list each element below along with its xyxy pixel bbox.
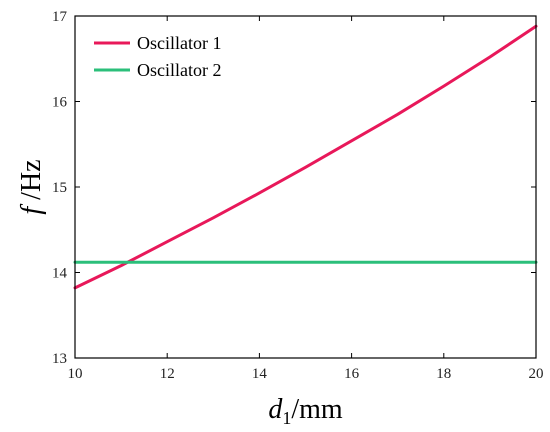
legend: Oscillator 1 Oscillator 2 bbox=[94, 33, 221, 80]
x-tick-label: 10 bbox=[68, 366, 83, 382]
y-tick-label: 16 bbox=[52, 95, 68, 111]
legend-label-oscillator-1: Oscillator 1 bbox=[137, 33, 221, 53]
x-tick-label: 20 bbox=[529, 366, 544, 382]
y-tick-label: 14 bbox=[52, 266, 68, 282]
x-axis-label-variable: d bbox=[268, 394, 283, 425]
plot-frame bbox=[74, 15, 537, 359]
y-tick-label: 17 bbox=[52, 9, 68, 25]
y-axis-label-unit: /Hz bbox=[16, 159, 47, 206]
series-layer bbox=[73, 24, 538, 290]
y-axis-label: f /Hz bbox=[16, 159, 47, 214]
y-tick-label: 13 bbox=[52, 351, 67, 367]
x-tick-label: 12 bbox=[160, 366, 175, 382]
x-axis-label-unit: /mm bbox=[291, 394, 343, 425]
y-axis-label-variable: f bbox=[16, 204, 47, 215]
tick-layer: 10 12 14 16 18 20 13 14 15 16 17 bbox=[52, 9, 544, 382]
x-tick-label: 14 bbox=[252, 366, 268, 382]
legend-label-oscillator-2: Oscillator 2 bbox=[137, 60, 221, 80]
x-tick-label: 18 bbox=[436, 366, 451, 382]
x-tick-label: 16 bbox=[344, 366, 360, 382]
x-axis-label: d1/mm bbox=[268, 394, 343, 428]
y-tick-label: 15 bbox=[52, 180, 67, 196]
x-axis-label-subscript: 1 bbox=[282, 408, 291, 428]
series-line-oscillator-1 bbox=[73, 24, 538, 290]
